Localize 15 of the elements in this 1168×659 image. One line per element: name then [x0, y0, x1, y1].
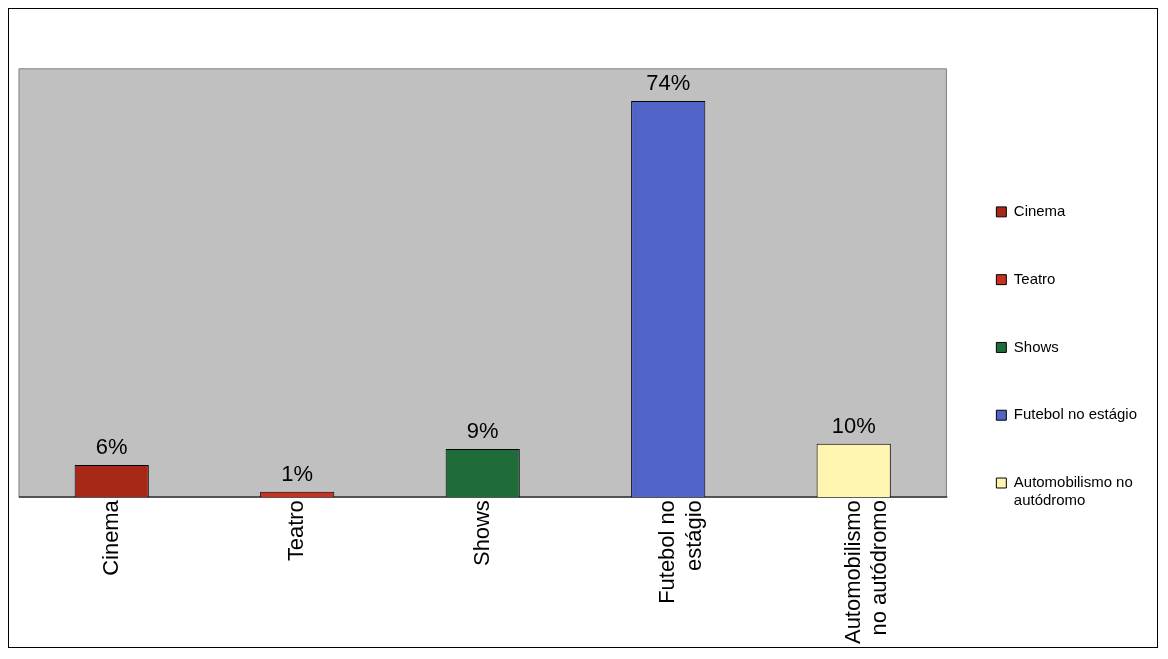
x-tick-label: Automobilismo no autódromo [839, 500, 892, 644]
data-label: 10% [831, 412, 876, 438]
x-tick-label: Shows [468, 500, 494, 566]
x-tick-label: Teatro [283, 500, 309, 562]
x-tick-label: Futebol no estágio [654, 500, 706, 604]
data-label: 1% [281, 460, 314, 486]
data-label: 74% [646, 70, 691, 96]
legend-label: Automobilismo no autódromo [1013, 473, 1133, 509]
x-tick-label: Cinema [97, 499, 123, 576]
data-label: 6% [95, 434, 128, 460]
legend-label: Futebol no estágio [1013, 405, 1137, 423]
legend-label: Teatro [1013, 269, 1056, 287]
legend-label: Shows [1013, 337, 1059, 355]
legend-label: Cinema [1013, 202, 1067, 219]
data-label: 9% [466, 418, 499, 444]
